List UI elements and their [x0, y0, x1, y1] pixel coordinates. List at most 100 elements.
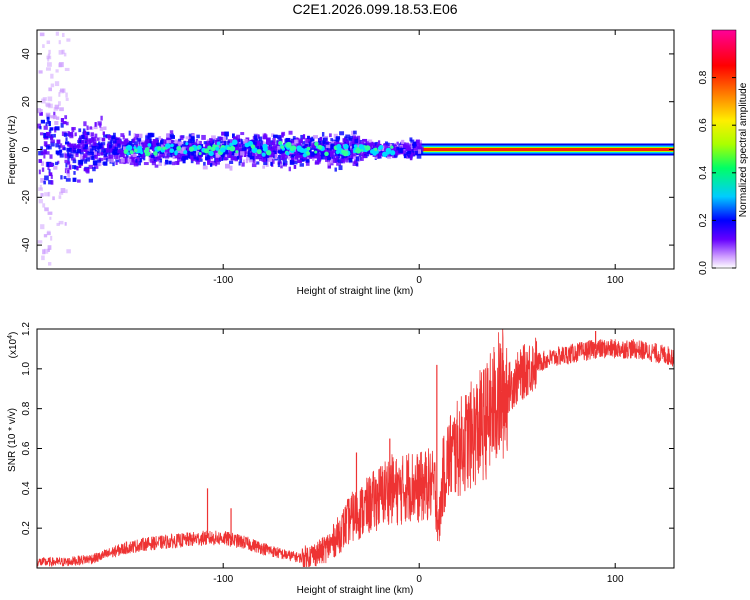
heatmap-cell — [105, 158, 109, 162]
snr-axes: -100 0 100 0.2 0.4 0.6 0.8 1.0 1.2 — [21, 322, 674, 585]
heatmap-cell — [135, 157, 140, 162]
heatmap-cell — [350, 145, 353, 150]
heatmap-cell — [312, 135, 318, 139]
heatmap-cell — [417, 149, 422, 154]
heatmap-cell — [65, 92, 68, 98]
heatmap-cell — [345, 134, 351, 139]
heatmap-cell — [39, 132, 44, 136]
heatmap-cell — [65, 97, 69, 101]
heatmap-cell — [232, 133, 235, 139]
heatmap-cell — [161, 153, 166, 157]
heatmap-hotspot — [133, 146, 137, 150]
colorbar-label: Normalized spectral amplitude — [738, 82, 749, 217]
heatmap-hotspot — [356, 147, 360, 151]
heatmap-cell — [43, 248, 49, 254]
heatmap-cell — [158, 135, 162, 140]
heatmap-cell — [133, 141, 138, 145]
heatmap-cell — [53, 127, 56, 131]
heatmap-cell — [178, 141, 182, 146]
heatmap-cell — [43, 154, 46, 159]
heatmap-cell — [202, 151, 206, 155]
heatmap-cell — [342, 157, 346, 162]
heatmap-cell — [256, 161, 260, 165]
heatmap-cell — [418, 140, 423, 144]
heatmap-cell — [320, 155, 326, 160]
heatmap-cell — [103, 126, 107, 131]
heatmap-cell — [192, 155, 197, 160]
heatmap-cell — [50, 115, 56, 119]
heatmap-cell — [121, 141, 126, 146]
heatmap-hotspot — [208, 151, 214, 157]
heatmap-cell — [210, 138, 213, 144]
heatmap-cell — [239, 158, 243, 163]
heatmap-cell — [92, 160, 98, 166]
heatmap-cell — [112, 140, 116, 144]
x-tick-label: -100 — [213, 574, 233, 585]
heatmap-cell — [393, 143, 397, 149]
heatmap-cell — [100, 152, 104, 156]
heatmap-cell — [270, 161, 273, 166]
heatmap-cell — [149, 138, 152, 144]
heatmap-cell — [322, 137, 328, 141]
heatmap-cell — [271, 159, 275, 164]
heatmap-cell — [396, 146, 400, 151]
heatmap-cell — [289, 139, 295, 143]
heatmap-cell — [412, 143, 416, 149]
heatmap-cell — [159, 158, 163, 163]
heatmap-cell — [289, 160, 295, 165]
heatmap-cell — [285, 148, 291, 152]
heatmap-cell — [345, 158, 349, 163]
heatmap-cell — [53, 133, 56, 138]
heatmap-cell — [63, 175, 67, 180]
heatmap-cell — [50, 83, 55, 88]
heatmap-hotspot — [336, 147, 341, 151]
colorbar-tick-label: 0.0 — [698, 261, 709, 275]
heatmap-cell — [43, 125, 48, 130]
heatmap-cell — [40, 178, 46, 183]
heatmap-cell — [174, 153, 179, 159]
heatmap-hotspot — [250, 144, 256, 149]
heatmap-cell — [267, 157, 272, 162]
snr-xlabel: Height of straight line (km) — [297, 585, 414, 596]
heatmap-cell — [133, 160, 139, 166]
heatmap-hotspot — [140, 151, 144, 155]
heatmap-cell — [94, 143, 99, 147]
heatmap-cell — [398, 147, 403, 153]
heatmap-cell — [57, 101, 61, 106]
heatmap-cell — [322, 141, 327, 146]
colorbar-tick-label: 0.8 — [698, 70, 709, 84]
heatmap-cell — [55, 150, 60, 155]
heatmap-cell — [318, 157, 321, 162]
heatmap-cell — [383, 148, 387, 154]
heatmap-cell — [319, 136, 323, 141]
heatmap-cell — [378, 153, 382, 158]
heatmap-cell — [406, 146, 412, 151]
heatmap-cell — [170, 135, 175, 139]
heatmap-cell — [139, 133, 143, 138]
heatmap-cell — [162, 139, 167, 144]
heatmap-cell — [221, 131, 226, 136]
heatmap-cell — [270, 142, 276, 146]
snr-panel: -100 0 100 0.2 0.4 0.6 0.8 1.0 1.2 Height of str… — [7, 322, 675, 596]
heatmap-cell — [39, 112, 43, 116]
heatmap-cell — [283, 154, 289, 159]
heatmap-hotspot — [358, 144, 365, 150]
heatmap-cell — [297, 153, 302, 158]
y-tick-label: 0.4 — [21, 481, 32, 495]
heatmap-cell — [95, 146, 101, 150]
heatmap-cell — [355, 162, 359, 166]
heatmap-cell — [349, 142, 353, 147]
heatmap-cell — [53, 165, 58, 170]
heatmap-cell — [120, 133, 125, 137]
heatmap-cell — [133, 136, 139, 140]
heatmap-cell — [258, 136, 263, 142]
heatmap-hotspot — [302, 153, 308, 158]
heatmap-cell — [65, 121, 69, 126]
heatmap-cell — [77, 145, 80, 150]
heatmap-cell — [359, 151, 362, 155]
heatmap-cell — [84, 138, 88, 142]
heatmap-cell — [293, 161, 298, 165]
heatmap-cell — [159, 152, 164, 158]
heatmap-cell — [45, 122, 48, 127]
heatmap-cell — [48, 169, 51, 174]
